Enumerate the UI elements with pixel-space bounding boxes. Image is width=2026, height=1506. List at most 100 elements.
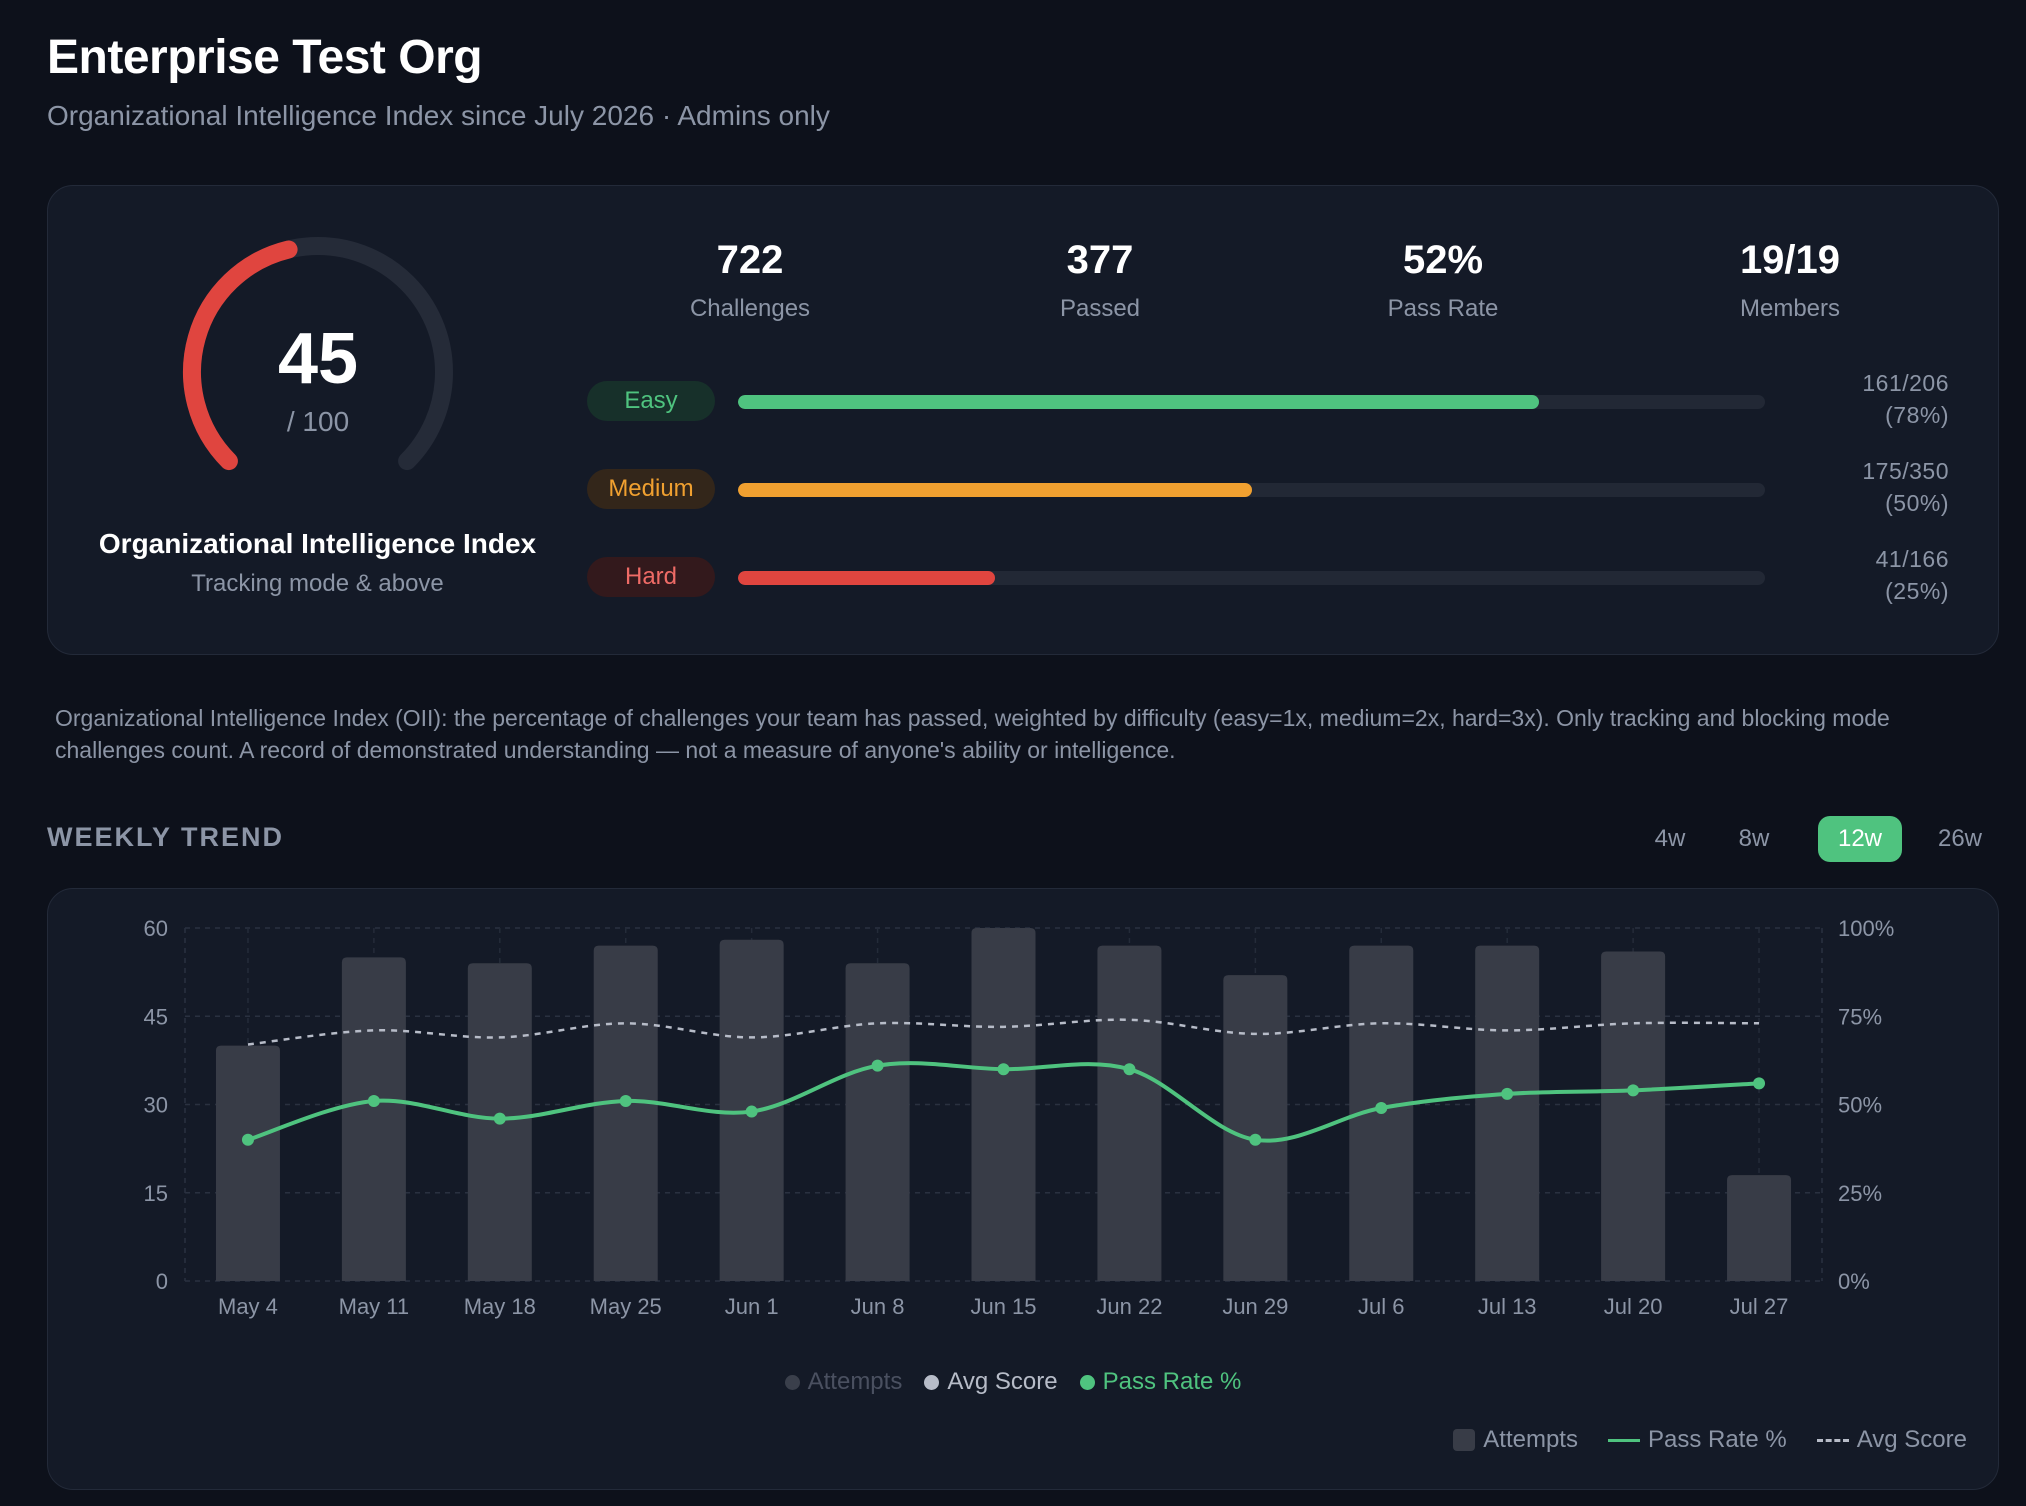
gauge-ring bbox=[183, 237, 453, 471]
weekly-trend-title: WEEKLY TREND bbox=[47, 822, 285, 852]
legend-swatch-line bbox=[1607, 1438, 1640, 1442]
legend-label: Avg Score bbox=[1856, 1426, 1967, 1453]
index-gauge: 45 / 100 bbox=[146, 228, 490, 488]
legend-swatch-dash bbox=[1816, 1438, 1849, 1442]
attempts-bar bbox=[1097, 945, 1162, 1281]
difficulty-progress-fill bbox=[738, 571, 995, 585]
legend-label: Attempts bbox=[807, 1368, 903, 1395]
legend-toggle-avg-score[interactable]: Avg Score bbox=[924, 1368, 1058, 1396]
stat-value: 722 bbox=[716, 238, 784, 282]
legend-toggle-pass-rate[interactable]: Pass Rate % bbox=[1079, 1368, 1241, 1396]
y-axis-right-tick-label: 0% bbox=[1838, 1269, 1870, 1294]
difficulty-count-ratio: 175/350 bbox=[1862, 458, 1949, 484]
y-axis-left-tick-label: 45 bbox=[144, 1004, 168, 1029]
difficulty-count-percent: (25%) bbox=[1885, 578, 1949, 604]
legend-swatch-box bbox=[1453, 1429, 1476, 1451]
legend-dot bbox=[924, 1374, 940, 1390]
x-axis-tick-label: Jul 13 bbox=[1478, 1294, 1537, 1319]
y-axis-left-tick-label: 15 bbox=[144, 1181, 168, 1206]
x-axis-tick-label: Jul 20 bbox=[1604, 1294, 1663, 1319]
x-axis-tick-label: Jun 29 bbox=[1222, 1294, 1288, 1319]
x-axis-tick-label: May 18 bbox=[464, 1294, 536, 1319]
pass-rate-point bbox=[871, 1059, 884, 1072]
legend-toggle-attempts[interactable]: Attempts bbox=[784, 1368, 903, 1396]
legend-dot bbox=[784, 1374, 800, 1390]
pass-rate-point bbox=[1501, 1087, 1514, 1100]
stat-label: Pass Rate bbox=[1387, 295, 1499, 322]
pass-rate-point bbox=[1627, 1084, 1640, 1097]
attempts-bar bbox=[593, 945, 658, 1281]
pass-rate-point bbox=[619, 1094, 632, 1107]
page-subtitle: Organizational Intelligence Index since … bbox=[47, 100, 830, 131]
pass-rate-point bbox=[367, 1094, 380, 1107]
x-axis-tick-label: Jun 15 bbox=[970, 1294, 1036, 1319]
difficulty-row-easy: Easy 161/206 (78%) bbox=[587, 367, 1949, 429]
page-title: Enterprise Test Org bbox=[47, 31, 483, 84]
difficulty-progress-fill bbox=[738, 483, 1252, 497]
pass-rate-point bbox=[1375, 1102, 1388, 1115]
stat-value: 377 bbox=[1066, 238, 1134, 282]
legend-label: Attempts bbox=[1483, 1426, 1578, 1453]
y-axis-right-tick-label: 50% bbox=[1838, 1093, 1882, 1118]
stat-passed: 377 Passed bbox=[950, 238, 1250, 323]
avg-score-line bbox=[247, 1018, 1760, 1046]
stat-value: 52% bbox=[1402, 238, 1484, 282]
attempts-bar bbox=[215, 1045, 280, 1281]
difficulty-progress-fill bbox=[738, 395, 1540, 409]
stat-label: Challenges bbox=[689, 295, 811, 322]
index-description: Organizational Intelligence Index (OII):… bbox=[55, 705, 1890, 763]
attempts-bar bbox=[1601, 951, 1666, 1281]
chart-legend-toggles: Attempts Avg Score Pass Rate % bbox=[0, 1368, 2026, 1396]
difficulty-progress-track bbox=[738, 483, 1765, 497]
range-tab-12w[interactable]: 12w bbox=[1818, 816, 1902, 862]
pass-rate-point bbox=[997, 1063, 1010, 1076]
difficulty-progress-track bbox=[738, 395, 1765, 409]
attempts-bar bbox=[971, 928, 1036, 1281]
legend-dot bbox=[1079, 1374, 1095, 1390]
legend-label: Avg Score bbox=[947, 1368, 1058, 1395]
difficulty-pill: Hard bbox=[587, 557, 715, 597]
range-tab-26w[interactable]: 26w bbox=[1937, 825, 1983, 852]
y-axis-left-tick-label: 60 bbox=[144, 916, 168, 941]
difficulty-count: 41/166 (25%) bbox=[1789, 543, 1949, 607]
stat-label: Passed bbox=[1059, 295, 1141, 322]
difficulty-row-medium: Medium 175/350 (50%) bbox=[587, 455, 1949, 517]
index-max: / 100 bbox=[286, 406, 350, 437]
index-title: Organizational Intelligence Index bbox=[98, 528, 537, 559]
y-axis-right-tick-label: 100% bbox=[1838, 916, 1894, 941]
difficulty-count-percent: (78%) bbox=[1885, 402, 1949, 428]
difficulty-row-hard: Hard 41/166 (25%) bbox=[587, 543, 1949, 605]
x-axis-tick-label: May 11 bbox=[339, 1294, 410, 1319]
range-tab-8w[interactable]: 8w bbox=[1738, 825, 1770, 852]
legend-label: Pass Rate % bbox=[1647, 1426, 1787, 1453]
difficulty-count: 161/206 (78%) bbox=[1789, 367, 1949, 431]
y-axis-left-tick-label: 30 bbox=[144, 1093, 168, 1118]
attempts-bar bbox=[1727, 1175, 1792, 1281]
x-axis-tick-label: Jun 8 bbox=[851, 1294, 905, 1319]
attempts-bar bbox=[1223, 975, 1288, 1281]
stat-members: 19/19 Members bbox=[1640, 238, 1940, 323]
difficulty-pill: Medium bbox=[587, 469, 715, 509]
y-axis-left-tick-label: 0 bbox=[156, 1269, 168, 1294]
y-axis-right-tick-label: 75% bbox=[1838, 1004, 1882, 1029]
attempts-bar bbox=[845, 963, 910, 1281]
x-axis-tick-label: May 4 bbox=[218, 1294, 278, 1319]
legend-item-attempts: Attempts bbox=[1453, 1426, 1578, 1454]
pass-rate-point bbox=[493, 1112, 506, 1125]
difficulty-count-ratio: 41/166 bbox=[1875, 546, 1949, 572]
stat-pass-rate: 52% Pass Rate bbox=[1293, 238, 1593, 323]
pass-rate-point bbox=[1123, 1063, 1136, 1076]
x-axis-tick-label: Jul 6 bbox=[1358, 1294, 1404, 1319]
difficulty-progress-track bbox=[738, 571, 1765, 585]
legend-item-pass-rate: Pass Rate % bbox=[1607, 1426, 1787, 1454]
difficulty-pill: Easy bbox=[587, 381, 715, 421]
range-tab-4w[interactable]: 4w bbox=[1654, 825, 1686, 852]
x-axis-tick-label: Jul 27 bbox=[1730, 1294, 1789, 1319]
pass-rate-point bbox=[1249, 1133, 1262, 1146]
pass-rate-point bbox=[745, 1105, 758, 1118]
y-axis-right-tick-label: 25% bbox=[1838, 1181, 1882, 1206]
legend-item-avg-score: Avg Score bbox=[1816, 1426, 1967, 1454]
chart-legend: Attempts Pass Rate % Avg Score bbox=[1453, 1426, 1967, 1454]
index-score: 45 bbox=[277, 319, 359, 399]
